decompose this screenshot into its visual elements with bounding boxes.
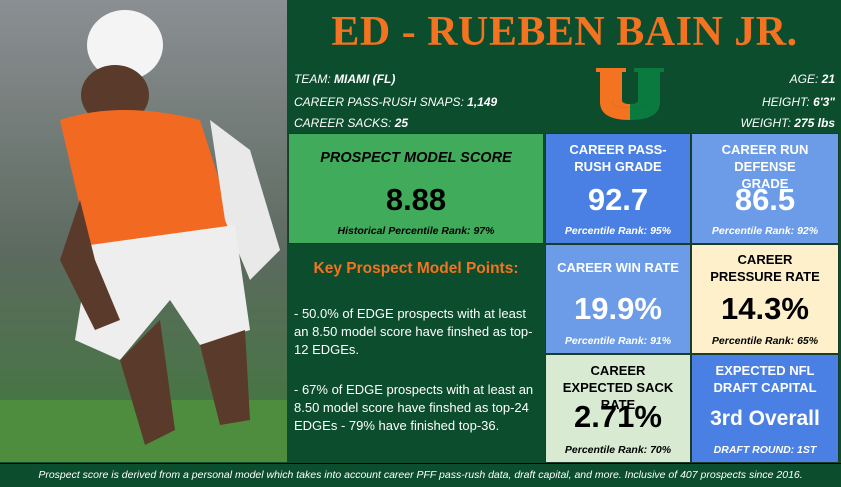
card-note: Percentile Rank: 65% — [711, 335, 819, 347]
stat-card: CAREER PASS-RUSH GRADE 92.7 Percentile R… — [545, 133, 691, 244]
card-title: CAREER PRESSURE RATE — [710, 252, 820, 284]
stat-card: CAREER EXPECTED SACK RATE 2.71% Percenti… — [545, 354, 691, 463]
key-point: - 50.0% of EDGE prospects with at least … — [294, 306, 533, 357]
key-points: Key Prospect Model Points: - 50.0% of ED… — [288, 245, 544, 462]
card-note: Percentile Rank: 91% — [564, 335, 672, 347]
footer-note: Prospect score is derived from a persona… — [0, 463, 841, 487]
info-label: WEIGHT: — [740, 116, 791, 130]
info-value: 1,149 — [467, 95, 498, 109]
key-points-title: Key Prospect Model Points: — [313, 260, 519, 277]
info-line: CAREER PASS-RUSH SNAPS: 1,149 — [294, 95, 497, 109]
card-value: 3rd Overall — [710, 407, 820, 430]
info-value: 275 lbs — [794, 116, 835, 130]
info-line: AGE: 21 — [790, 72, 835, 86]
card-title: CAREER WIN RATE — [557, 260, 679, 275]
stat-card: CAREER PRESSURE RATE 14.3% Percentile Ra… — [691, 244, 839, 354]
info-label: AGE: — [789, 72, 819, 86]
info-value: MIAMI (FL) — [334, 72, 396, 86]
info-value: 6'3" — [813, 95, 835, 109]
card-note: Percentile Rank: 95% — [564, 225, 672, 237]
card-value: 92.7 — [587, 182, 649, 217]
team-logo — [596, 68, 664, 120]
header: ED - RUEBEN BAIN JR. TEAM: MIAMI (FL) CA… — [288, 0, 841, 133]
card-note: Percentile Rank: 92% — [711, 225, 819, 237]
stat-card: CAREER RUN DEFENSE GRADE 86.5 Percentile… — [691, 133, 839, 244]
card-value: 19.9% — [574, 291, 662, 326]
player-photo — [0, 0, 287, 462]
card-title: PROSPECT MODEL SCORE — [320, 150, 512, 166]
info-line: WEIGHT: 275 lbs — [741, 116, 835, 130]
card-title: CAREER EXPECTED SACK RATE — [562, 363, 674, 412]
card-value: 86.5 — [734, 182, 796, 217]
card-value: 2.71% — [574, 399, 662, 434]
card-value: 14.3% — [721, 291, 809, 326]
stat-card: EXPECTED NFL DRAFT CAPITAL 3rd Overall D… — [691, 354, 839, 463]
info-line: TEAM: MIAMI (FL) — [294, 72, 395, 86]
info-line: HEIGHT: 6'3" — [762, 95, 835, 109]
card-title: EXPECTED NFL DRAFT CAPITAL — [713, 363, 817, 395]
card-title: CAREER PASS-RUSH GRADE — [569, 142, 667, 174]
card-title: CAREER RUN DEFENSE GRADE — [721, 142, 809, 191]
info-value: 25 — [394, 116, 409, 130]
card-note: Historical Percentile Rank: 97% — [337, 225, 495, 237]
info-value: 21 — [821, 72, 835, 86]
info-label: CAREER SACKS: — [294, 116, 392, 130]
key-point: - 67% of EDGE prospects with at least an… — [294, 382, 534, 433]
info-label: HEIGHT: — [761, 95, 810, 109]
card-note: Percentile Rank: 70% — [564, 444, 672, 456]
stat-card: CAREER WIN RATE 19.9% Percentile Rank: 9… — [545, 244, 691, 354]
info-line: CAREER SACKS: 25 — [294, 116, 408, 130]
player-name: ED - RUEBEN BAIN JR. — [331, 9, 798, 55]
model-score-card: PROSPECT MODEL SCORE 8.88 Historical Per… — [288, 133, 544, 244]
card-note: DRAFT ROUND: 1ST — [713, 444, 817, 456]
card-value: 8.88 — [385, 182, 447, 217]
info-label: CAREER PASS-RUSH SNAPS: — [294, 95, 464, 109]
info-label: TEAM: — [294, 72, 331, 86]
